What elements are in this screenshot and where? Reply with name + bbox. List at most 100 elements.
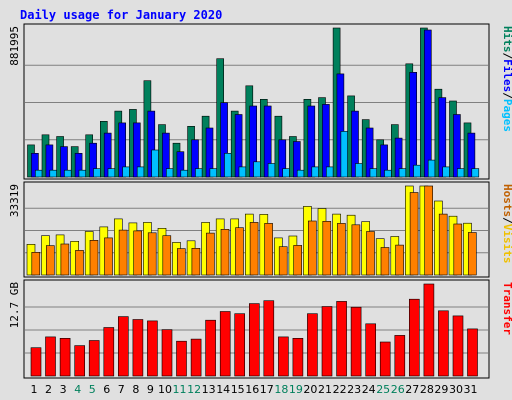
bar-transfer-day-12 [190,338,202,377]
bar-pages-day-17 [267,163,276,178]
bar-hosts-day-18 [278,246,288,276]
bar-hosts-day-26 [395,244,404,276]
bar-transfer-day-4 [74,345,85,377]
day-label-5: 5 [89,383,96,396]
day-label-11: 11 [173,383,187,396]
bar-files-day-27 [409,72,418,178]
day-label-14: 14 [216,383,230,396]
bar-hosts-day-3 [60,243,70,276]
day-label-16: 16 [245,383,259,396]
bar-transfer-day-18 [278,336,289,377]
bar-hosts-day-4 [75,250,84,276]
bar-hosts-day-7 [118,229,128,276]
bar-transfer-day-10 [161,329,173,377]
bar-hosts-day-2 [45,245,55,276]
bar-files-day-29 [438,97,447,178]
day-label-29: 29 [434,383,448,396]
bar-transfer-day-17 [263,300,275,377]
bar-pages-day-25 [384,169,392,178]
bar-files-day-21 [322,104,330,178]
bar-files-day-14 [220,102,228,178]
bar-pages-day-14 [224,153,232,178]
bar-hosts-day-13 [206,232,215,276]
bar-files-day-31 [467,132,476,178]
bar-pages-day-9 [151,149,159,178]
bar-hosts-day-12 [191,248,201,276]
bar-pages-day-13 [209,168,218,178]
bar-pages-day-23 [355,163,363,178]
bar-pages-day-4 [78,169,87,178]
panel-frame [23,279,490,379]
day-label-9: 9 [147,383,154,396]
bar-pages-day-22 [340,131,349,178]
day-label-15: 15 [231,383,245,396]
bar-transfer-day-3 [59,337,71,377]
bar-files-day-13 [205,127,214,178]
bar-files-day-4 [74,153,83,178]
bar-transfer-day-23 [350,306,362,377]
bar-transfer-day-13 [205,319,216,377]
bar-files-day-3 [60,146,68,178]
bar-hosts-day-11 [177,248,186,276]
bar-files-day-15 [234,114,243,178]
day-label-13: 13 [202,383,216,396]
panel-frame [23,23,490,180]
bar-hosts-day-10 [162,235,172,276]
bar-hosts-day-25 [380,247,390,276]
bar-hosts-day-28 [424,185,434,276]
bar-hosts-day-9 [147,232,157,276]
bar-pages-day-18 [282,168,291,178]
bar-transfer-day-24 [365,323,377,377]
bar-pages-day-7 [122,166,130,178]
bar-files-day-8 [133,122,141,178]
bar-hosts-day-24 [366,231,375,276]
bar-transfer-day-25 [379,341,391,377]
bar-files-day-11 [176,151,185,178]
day-label-20: 20 [303,383,317,396]
legend-separator: / [501,53,512,60]
bar-transfer-day-22 [336,301,347,377]
bar-pages-day-29 [442,166,451,178]
bar-transfer-day-2 [45,336,56,377]
bar-files-day-6 [103,132,112,178]
visits-hosts-panel: 33319 Hosts/Visits [8,181,512,278]
bar-transfer-day-27 [408,298,420,377]
bar-transfer-day-8 [132,319,144,377]
bar-transfer-day-16 [249,303,260,377]
bar-pages-day-15 [238,166,247,178]
legend-separator: / [501,92,512,99]
day-label-25: 25 [376,383,390,396]
day-label-7: 7 [118,383,125,396]
bar-hosts-day-27 [409,192,419,276]
bar-hosts-day-19 [293,245,303,276]
day-label-30: 30 [449,383,463,396]
bar-files-day-7 [118,122,126,178]
day-label-22: 22 [333,383,347,396]
bar-transfer-day-11 [176,340,187,377]
bar-files-day-24 [365,127,374,178]
bar-files-day-25 [380,144,388,178]
legend-transfer: Transfer [501,282,512,335]
legend-separator: / [501,217,512,224]
bar-pages-day-28 [427,159,436,178]
bar-pages-day-10 [166,168,174,178]
bar-hosts-day-30 [453,223,463,276]
bar-transfer-day-28 [423,283,435,377]
bar-files-day-2 [45,144,54,178]
bar-pages-day-16 [253,161,261,178]
legend-pages: Pages [501,99,512,132]
day-label-3: 3 [60,383,67,396]
bar-transfer-day-26 [394,335,406,377]
chart-title: Daily usage for January 2020 [20,8,222,22]
bar-hosts-day-8 [133,230,142,276]
bar-hosts-day-1 [31,252,41,276]
bar-hosts-day-14 [220,229,230,276]
bar-files-day-30 [453,114,461,178]
bar-hosts-day-16 [249,222,259,276]
bar-files-day-17 [263,105,272,178]
bar-transfer-day-6 [103,327,115,377]
bar-transfer-day-15 [234,313,245,377]
